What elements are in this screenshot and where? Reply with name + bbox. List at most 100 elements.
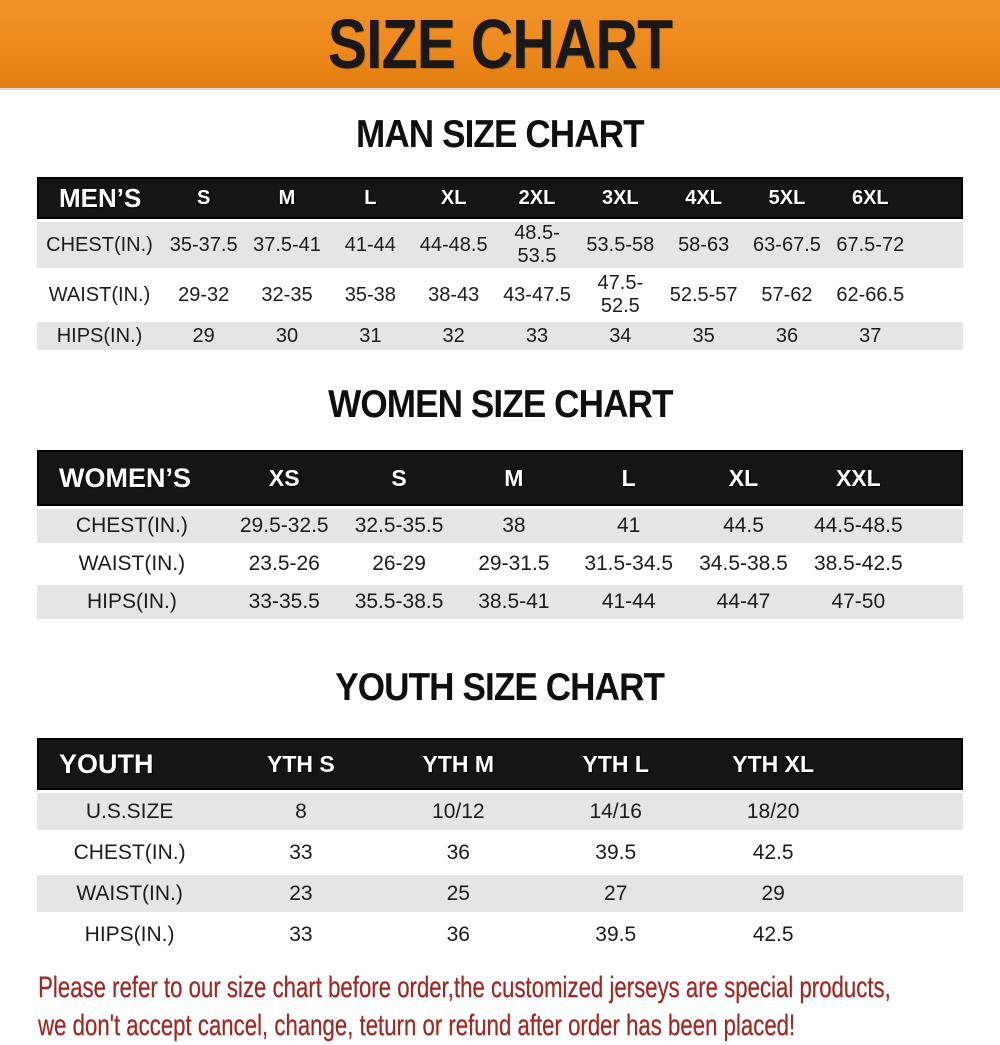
size-cell: 23: [222, 875, 380, 916]
spacer-cell: [915, 506, 963, 547]
size-cell: 33-35.5: [226, 585, 342, 623]
size-cell: 31.5-34.5: [571, 547, 687, 585]
size-cell: 47-50: [800, 585, 916, 623]
column-header: XS: [226, 450, 342, 506]
column-header: YTH M: [379, 738, 538, 790]
size-cell: 37.5-41: [245, 219, 329, 272]
size-cell: 38-43: [412, 272, 496, 322]
column-header: YTH L: [537, 738, 695, 790]
row-label: CHEST(IN.): [37, 506, 227, 547]
column-header: L: [328, 177, 412, 219]
youth-size-chart-section: YOUTH SIZE CHART YOUTH YTH S YTH M YTH L…: [0, 667, 1000, 957]
column-header: 3XL: [578, 177, 662, 219]
spacer-cell: [911, 272, 963, 322]
size-cell: 36: [379, 834, 538, 875]
column-header: S: [162, 177, 246, 219]
size-cell: 27: [537, 875, 695, 916]
size-cell: 33: [222, 834, 380, 875]
spacer-cell: [851, 834, 963, 875]
column-header: S: [341, 450, 457, 506]
size-cell: 44-48.5: [412, 219, 496, 272]
table-category-label: MEN’S: [37, 177, 163, 219]
row-label: HIPS(IN.): [37, 585, 227, 623]
spacer-cell: [851, 875, 963, 916]
column-header: XL: [686, 450, 801, 506]
size-cell: 39.5: [537, 916, 695, 957]
size-cell: 18/20: [694, 790, 852, 834]
size-cell: 39.5: [537, 834, 695, 875]
size-cell: 26-29: [341, 547, 457, 585]
size-cell: 36: [379, 916, 538, 957]
spacer-cell: [851, 916, 963, 957]
youth-hips-row: HIPS(IN.) 33 36 39.5 42.5: [37, 916, 963, 957]
column-header: XL: [412, 177, 496, 219]
size-cell: 41: [571, 506, 687, 547]
size-cell: 32-35: [245, 272, 329, 322]
youth-ussize-row: U.S.SIZE 8 10/12 14/16 18/20: [37, 790, 963, 834]
size-cell: 35: [661, 322, 746, 354]
size-cell: 57-62: [745, 272, 829, 322]
men-waist-row: WAIST(IN.) 29-32 32-35 35-38 38-43 43-47…: [37, 272, 963, 322]
column-header: YTH XL: [694, 738, 852, 790]
column-header: 6XL: [828, 177, 912, 219]
row-label: WAIST(IN.): [37, 272, 163, 322]
size-cell: 38.5-41: [456, 585, 572, 623]
size-chart-banner: SIZE CHART: [0, 0, 1000, 90]
man-size-chart-section: MAN SIZE CHART MEN’S S M L XL 2XL 3XL 4X…: [0, 114, 1000, 354]
size-cell: 42.5: [694, 916, 852, 957]
men-chest-row: CHEST(IN.) 35-37.5 37.5-41 41-44 44-48.5…: [37, 219, 963, 272]
size-cell: 33: [495, 322, 579, 354]
column-header: M: [245, 177, 329, 219]
size-cell: 58-63: [661, 219, 746, 272]
spacer-cell: [915, 547, 963, 585]
size-cell: 44.5-48.5: [800, 506, 916, 547]
spacer-cell: [911, 177, 963, 219]
column-header: 5XL: [745, 177, 829, 219]
spacer-cell: [915, 450, 963, 506]
size-cell: 35-38: [328, 272, 412, 322]
size-cell: 63-67.5: [745, 219, 829, 272]
size-cell: 35-37.5: [162, 219, 246, 272]
women-size-table: WOMEN’S XS S M L XL XXL CHEST(IN.) 29.5-…: [37, 450, 963, 623]
column-header: XXL: [800, 450, 916, 506]
size-cell: 29-31.5: [456, 547, 572, 585]
youth-header-row: YOUTH YTH S YTH M YTH L YTH XL: [37, 738, 963, 790]
men-size-table: MEN’S S M L XL 2XL 3XL 4XL 5XL 6XL CHEST…: [37, 177, 963, 354]
women-size-chart-heading: WOMEN SIZE CHART: [327, 383, 673, 426]
size-cell: 34.5-38.5: [686, 547, 801, 585]
women-header-row: WOMEN’S XS S M L XL XXL: [37, 450, 963, 506]
spacer-cell: [851, 790, 963, 834]
size-cell: 53.5-58: [578, 219, 662, 272]
size-cell: 34: [578, 322, 662, 354]
size-cell: 8: [222, 790, 380, 834]
youth-size-table: YOUTH YTH S YTH M YTH L YTH XL U.S.SIZE …: [37, 738, 963, 957]
column-header: YTH S: [222, 738, 380, 790]
row-label: WAIST(IN.): [37, 875, 223, 916]
size-cell: 29: [694, 875, 852, 916]
spacer-cell: [915, 585, 963, 623]
spacer-cell: [911, 219, 963, 272]
size-cell: 30: [245, 322, 329, 354]
women-size-chart-section: WOMEN SIZE CHART WOMEN’S XS S M L XL XXL: [0, 384, 1000, 623]
women-waist-row: WAIST(IN.) 23.5-26 26-29 29-31.5 31.5-34…: [37, 547, 963, 585]
disclaimer-line-2: we don't accept cancel, change, teturn o…: [38, 1009, 796, 1042]
size-cell: 41-44: [328, 219, 412, 272]
order-disclaimer: Please refer to our size chart before or…: [38, 969, 1000, 1045]
row-label: WAIST(IN.): [37, 547, 227, 585]
size-cell: 36: [745, 322, 829, 354]
size-cell: 44-47: [686, 585, 801, 623]
size-cell: 37: [828, 322, 912, 354]
size-cell: 25: [379, 875, 538, 916]
women-hips-row: HIPS(IN.) 33-35.5 35.5-38.5 38.5-41 41-4…: [37, 585, 963, 623]
men-hips-row: HIPS(IN.) 29 30 31 32 33 34 35 36 37: [37, 322, 963, 354]
youth-size-chart-heading: YOUTH SIZE CHART: [335, 666, 666, 709]
size-cell: 29: [162, 322, 246, 354]
size-cell: 38: [456, 506, 572, 547]
size-cell: 29-32: [162, 272, 246, 322]
size-cell: 31: [328, 322, 412, 354]
size-cell: 10/12: [379, 790, 538, 834]
size-cell: 52.5-57: [661, 272, 746, 322]
spacer-cell: [911, 322, 963, 354]
column-header: M: [456, 450, 572, 506]
spacer-cell: [851, 738, 963, 790]
